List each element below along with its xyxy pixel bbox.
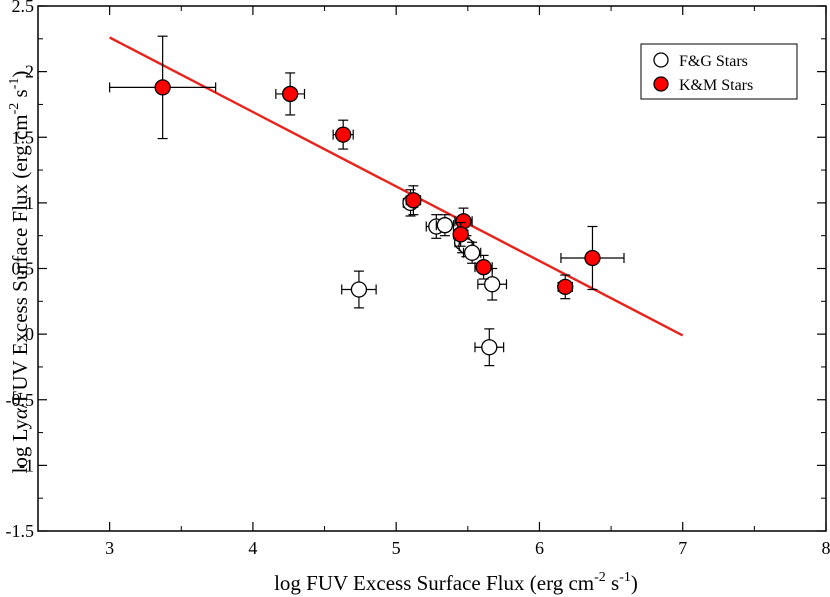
y-tick-label: 0 <box>25 324 34 344</box>
data-point-fg <box>474 328 505 367</box>
marker-fg <box>350 281 368 298</box>
y-tick-label: -1.5 <box>6 521 35 541</box>
data-point-km <box>557 274 574 300</box>
marker-km <box>282 85 299 103</box>
data-point-km <box>560 225 625 291</box>
marker-km <box>154 79 171 96</box>
data-point-fg <box>341 270 377 309</box>
data-point-km <box>332 119 354 150</box>
data-point-km <box>474 254 493 280</box>
marker-km <box>405 192 422 209</box>
marker-km <box>475 259 492 276</box>
y-axis-label: log Lyα/FUV Excess Surface Flux (erg cm-… <box>7 71 32 474</box>
y-tick-label: 1.5 <box>12 127 35 147</box>
legend: F&G Stars K&M Stars <box>640 43 798 100</box>
y-tick-label: 0.5 <box>12 259 35 279</box>
marker-km <box>455 213 472 230</box>
y-tick-label: -0.5 <box>6 390 35 410</box>
marker-km <box>452 226 469 243</box>
legend-marker-fg <box>653 52 669 68</box>
data-point-fg <box>435 214 455 237</box>
legend-label-fg: F&G Stars <box>679 53 748 70</box>
marker-km <box>335 126 352 143</box>
data-point-km <box>454 207 473 235</box>
marker-fg <box>484 276 501 293</box>
x-axis-label: log FUV Excess Surface Flux (erg cm-2 s-… <box>274 570 638 595</box>
data-point-km <box>275 72 306 116</box>
x-tick-label: 7 <box>678 538 687 558</box>
marker-fg <box>436 217 454 234</box>
legend-label-km: K&M Stars <box>679 77 753 94</box>
data-point-km <box>405 185 422 216</box>
y-tick-label: 1 <box>25 193 34 213</box>
marker-km <box>557 278 574 296</box>
x-tick-label: 4 <box>248 538 257 558</box>
legend-box <box>640 43 798 100</box>
y-tick-label: -1 <box>19 455 34 475</box>
marker-km <box>584 249 601 267</box>
y-tick-label: 2.5 <box>12 0 35 16</box>
x-tick-label: 5 <box>392 538 401 558</box>
data-point-km <box>109 35 217 140</box>
marker-fg <box>481 339 498 356</box>
x-tick-label: 3 <box>105 538 114 558</box>
y-tick-label: 2 <box>25 62 34 82</box>
x-tick-label: 6 <box>535 538 544 558</box>
legend-marker-km <box>653 76 669 92</box>
marker-fg <box>463 244 481 261</box>
data-point-fg <box>462 241 482 264</box>
x-tick-label: 8 <box>822 538 830 558</box>
data-point-km <box>452 221 469 247</box>
